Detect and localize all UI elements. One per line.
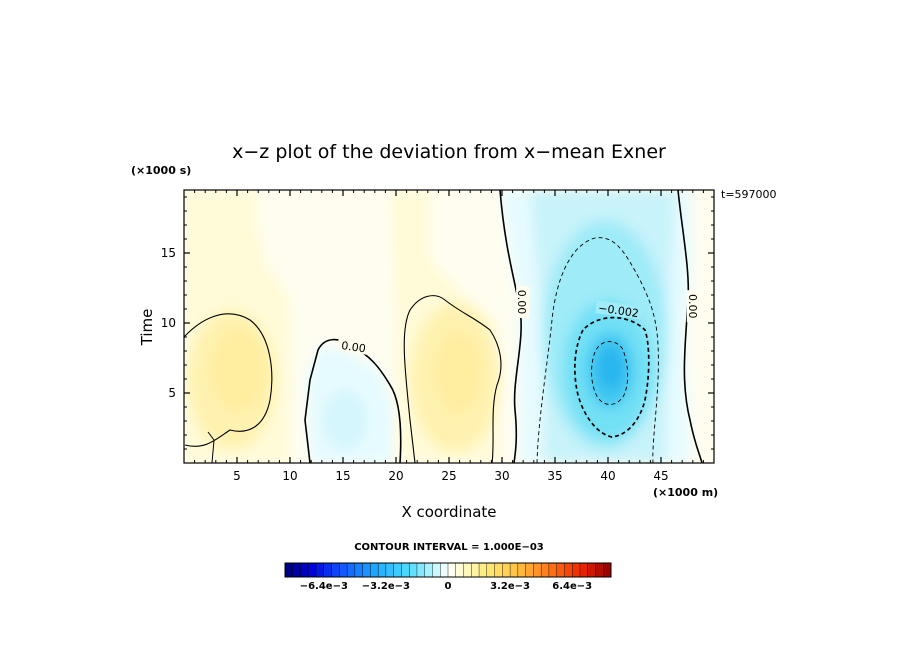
x-tick-label: 10: [282, 469, 297, 483]
colorbar-swatch: [401, 562, 410, 578]
colorbar-tick-label: 3.2e−3: [490, 581, 530, 592]
colorbar-swatch: [300, 562, 309, 578]
contour-lines: [184, 190, 703, 463]
colorbar-tick-label: 6.4e−3: [552, 581, 592, 592]
colorbar-swatch: [540, 562, 550, 578]
x-tick-label: 35: [547, 469, 562, 483]
contour-label-bg: [594, 300, 643, 320]
contour-minus-003: [591, 341, 629, 405]
contour-label-text: 0.00: [515, 290, 528, 315]
warm-region-left: [184, 190, 290, 463]
colorbar-swatch: [455, 562, 465, 578]
colorbar-swatch: [385, 562, 395, 578]
colorbar-swatch: [408, 562, 418, 578]
colorbar-swatch: [471, 562, 480, 578]
x-axis-label: X coordinate: [401, 503, 496, 521]
cool-region-weak: [305, 345, 395, 463]
x-tick-label: 45: [653, 469, 668, 483]
colorbar-swatch: [432, 562, 441, 578]
colorbar-swatch: [571, 562, 581, 578]
colorbar-swatch: [292, 562, 302, 578]
colorbar-swatch: [603, 562, 612, 578]
colorbar-swatch: [440, 562, 449, 578]
colorbar-swatch: [548, 562, 558, 578]
colorbar: [284, 562, 612, 578]
colorbar-swatch: [478, 562, 488, 578]
colorbar-swatch: [587, 562, 596, 578]
colorbar-swatch: [416, 562, 426, 578]
colorbar-tick-label: −6.4e−3: [300, 581, 348, 592]
colorbar-swatch: [339, 562, 348, 578]
contour-label-bg: [516, 286, 530, 318]
colorbar-swatch: [509, 562, 519, 578]
contour-label: −0.002: [594, 300, 643, 321]
contour-zero-east: [499, 190, 522, 463]
contour-label: 0.00: [686, 290, 700, 323]
colorbar-swatch: [579, 562, 589, 578]
y-axis-label: Time: [138, 309, 156, 347]
timestamp-label: t=597000: [721, 188, 777, 201]
x-tick-label: 5: [233, 469, 241, 483]
colorbar-swatch: [502, 562, 511, 578]
contour-label-text: 0.00: [340, 339, 366, 355]
contour-minus-001: [536, 237, 659, 463]
colorbar-swatch: [424, 562, 433, 578]
colorbar-swatch: [564, 562, 573, 578]
chart-title: x−z plot of the deviation from x−mean Ex…: [232, 141, 666, 163]
x-tick-label: 20: [388, 469, 403, 483]
colorbar-swatch: [370, 562, 379, 578]
y-tick-label: 15: [161, 246, 176, 260]
contour-label-bg: [686, 290, 700, 323]
colorbar-swatch: [556, 562, 565, 578]
colorbar-swatch: [362, 562, 371, 578]
contour-label-text: −0.002: [597, 302, 639, 321]
colorbar-frame: [284, 562, 612, 578]
colorbar-swatch: [595, 562, 604, 578]
contour-label-bg: [336, 337, 371, 355]
y-unit-label: (×1000 s): [131, 164, 191, 177]
y-tick-label: 10: [161, 316, 176, 330]
colorbar-swatch: [315, 562, 325, 578]
contour-label: 0.00: [515, 286, 530, 318]
contour-interval-label: CONTOUR INTERVAL = 1.000E−03: [354, 542, 544, 553]
colorbar-swatch: [393, 562, 402, 578]
colorbar-swatch: [377, 562, 387, 578]
warm-region-middle: [390, 190, 500, 463]
colorbar-swatch: [525, 562, 534, 578]
contour-warm-mid: [403, 295, 502, 463]
heatmap-field: [184, 190, 714, 463]
contour-label-text: 0.00: [686, 294, 699, 319]
cool-region-strong: [500, 190, 692, 463]
y-tick-label: 5: [168, 386, 176, 400]
colorbar-tick-label: −3.2e−3: [362, 581, 410, 592]
x-tick-label: 30: [494, 469, 509, 483]
colorbar-swatch: [331, 562, 340, 578]
colorbar-swatch: [323, 562, 333, 578]
x-tick-label: 15: [335, 469, 350, 483]
x-tick-label: 25: [441, 469, 456, 483]
colorbar-swatch: [533, 562, 542, 578]
contour-zero-far: [677, 190, 703, 463]
contour-label: 0.00: [336, 337, 371, 355]
colorbar-tick-label: 0: [445, 581, 452, 592]
colorbar-swatch: [447, 562, 457, 578]
contour-labels: 0.00 0.00 0.00 −0.002: [336, 286, 700, 355]
colorbar-swatch: [284, 562, 294, 578]
x-unit-label: (×1000 m): [653, 486, 718, 499]
contour-minus-002: [574, 316, 650, 438]
colorbar-swatch: [308, 562, 317, 578]
colorbar-swatch: [354, 562, 364, 578]
contour-zero-mid: [304, 338, 402, 463]
contour-warm-left: [184, 313, 273, 447]
colorbar-swatch: [494, 562, 503, 578]
colorbar-swatch: [486, 562, 496, 578]
colorbar-swatch: [463, 562, 472, 578]
colorbar-tick-labels: −6.4e−3 −3.2e−3 0 3.2e−3 6.4e−3: [300, 581, 592, 592]
x-tick-label: 40: [600, 469, 615, 483]
colorbar-swatch: [517, 562, 527, 578]
axis-ticks: 5 10 15 20 25 30 35 40 45 5 10 15: [161, 190, 714, 483]
colorbar-swatch: [346, 562, 356, 578]
